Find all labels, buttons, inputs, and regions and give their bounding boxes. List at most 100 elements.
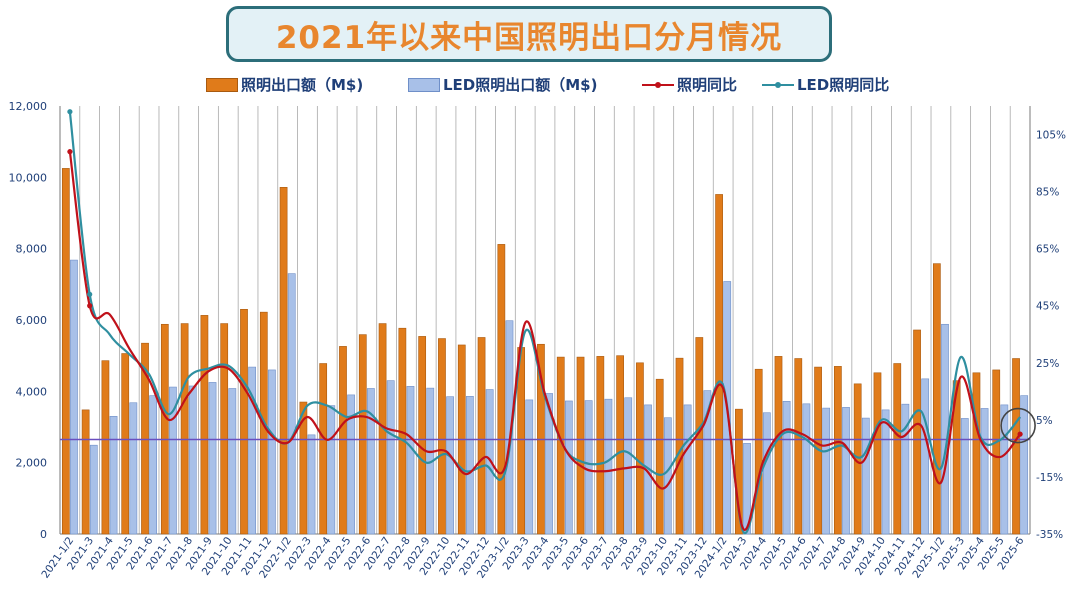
bar-led-exports	[169, 386, 177, 535]
point-yoy	[1017, 431, 1023, 437]
y-tick-label-right: 105%	[1036, 130, 1066, 142]
bar-led-exports	[248, 366, 256, 535]
legend-item-yoy: 照明同比	[642, 74, 737, 95]
bar-led-exports	[762, 412, 771, 535]
bar-led-exports	[564, 400, 573, 535]
bar-exports	[655, 378, 664, 535]
bar-led-exports	[525, 399, 534, 535]
bar-led-exports	[842, 407, 850, 535]
bar-led-exports	[980, 408, 989, 535]
point-yoy	[67, 149, 73, 155]
point-yoy	[87, 303, 93, 309]
bar-exports	[576, 356, 585, 535]
bar-exports	[279, 187, 288, 535]
highlight-circle	[1000, 407, 1036, 444]
bar-exports	[299, 401, 308, 535]
bar-exports	[1012, 358, 1020, 535]
bar-exports	[913, 329, 921, 535]
bar-exports	[121, 353, 130, 535]
bar-exports	[101, 360, 110, 535]
bar-led-exports	[89, 444, 98, 535]
bar-exports	[418, 336, 427, 535]
bar-exports	[240, 308, 248, 535]
bar-led-exports	[881, 409, 890, 535]
legend-item-led-yoy: LED照明同比	[762, 74, 889, 95]
bar-led-exports	[485, 389, 494, 535]
bar-led-exports	[109, 415, 118, 535]
bar-led-exports	[861, 417, 870, 535]
bar-exports	[141, 342, 149, 535]
legend-swatch-led-yoy	[762, 79, 794, 91]
bar-led-exports	[208, 382, 217, 535]
y-tick-label-right: 5%	[1036, 415, 1053, 427]
bar-exports	[774, 356, 783, 535]
bar-exports	[596, 356, 605, 535]
legend-item-led-exports: LED照明出口额（M$)	[408, 74, 597, 95]
bar-led-exports	[188, 385, 197, 535]
bar-led-exports	[386, 380, 395, 535]
y-tick-label-left: 4,000	[16, 385, 48, 398]
bar-exports	[932, 263, 941, 535]
point-led-yoy	[87, 291, 93, 297]
y-tick-label-right: 85%	[1036, 187, 1059, 199]
bar-exports	[873, 372, 882, 535]
bar-led-exports	[683, 404, 692, 535]
y-tick-label-right: 65%	[1036, 244, 1059, 256]
bar-exports	[893, 363, 902, 535]
legend-label-yoy: 照明同比	[677, 76, 738, 94]
y-tick-label-left: 6,000	[16, 314, 48, 327]
bar-led-exports	[604, 398, 613, 535]
bar-led-exports	[663, 417, 672, 535]
bar-led-exports	[782, 401, 791, 535]
bar-led-exports	[129, 402, 138, 535]
bar-exports	[81, 409, 90, 535]
bar-exports	[358, 334, 367, 535]
legend-swatch-exports	[206, 77, 238, 92]
bar-exports	[834, 366, 842, 535]
bar-led-exports	[367, 388, 375, 535]
bar-led-exports	[545, 393, 553, 535]
bar-led-exports	[327, 405, 336, 535]
bar-exports	[220, 323, 229, 535]
chart-title-box: 2021年以来中国照明出口分月情况	[226, 6, 832, 62]
y-tick-label-right: 25%	[1036, 358, 1059, 370]
legend-swatch-led-exports	[408, 77, 440, 92]
bar-exports	[319, 363, 328, 535]
bar-exports	[160, 323, 169, 535]
legend-label-exports: 照明出口额（M$)	[241, 76, 364, 94]
bar-led-exports	[287, 273, 296, 535]
y-tick-label-left: 10,000	[9, 171, 48, 184]
bar-led-exports	[743, 443, 751, 535]
bar-led-exports	[703, 390, 712, 535]
bar-exports	[438, 338, 446, 535]
chart-title: 2021年以来中国照明出口分月情况	[275, 19, 783, 56]
bar-exports	[972, 372, 981, 535]
bar-led-exports	[901, 403, 910, 535]
line-yoy	[68, 151, 1021, 531]
y-tick-label-right: -35%	[1036, 529, 1063, 541]
bar-exports	[992, 369, 1001, 535]
legend-swatch-yoy	[642, 79, 674, 91]
bar-exports	[61, 168, 70, 535]
bar-exports	[754, 368, 763, 535]
bar-exports	[497, 244, 506, 535]
bar-exports	[636, 362, 644, 535]
y-tick-label-right: 45%	[1036, 301, 1059, 313]
y-tick-label-right: -15%	[1036, 472, 1063, 484]
y-tick-label-left: 8,000	[16, 243, 48, 256]
bar-exports	[616, 355, 624, 535]
bar-led-exports	[1000, 404, 1009, 535]
bar-led-exports	[960, 418, 969, 535]
bar-led-exports	[802, 403, 811, 535]
bar-exports	[200, 315, 209, 535]
bar-led-exports	[624, 397, 633, 535]
bar-led-exports	[307, 434, 316, 535]
y-tick-label-left: 2,000	[16, 457, 48, 470]
y-tick-label-left: 12,000	[9, 100, 48, 113]
bar-led-exports	[466, 396, 474, 535]
bar-led-exports	[347, 394, 355, 535]
bar-led-exports	[1020, 395, 1029, 535]
bar-led-exports	[584, 400, 593, 535]
chart-legend: 照明出口额（M$) LED照明出口额（M$) 照明同比 LED照明同比	[0, 70, 1080, 98]
